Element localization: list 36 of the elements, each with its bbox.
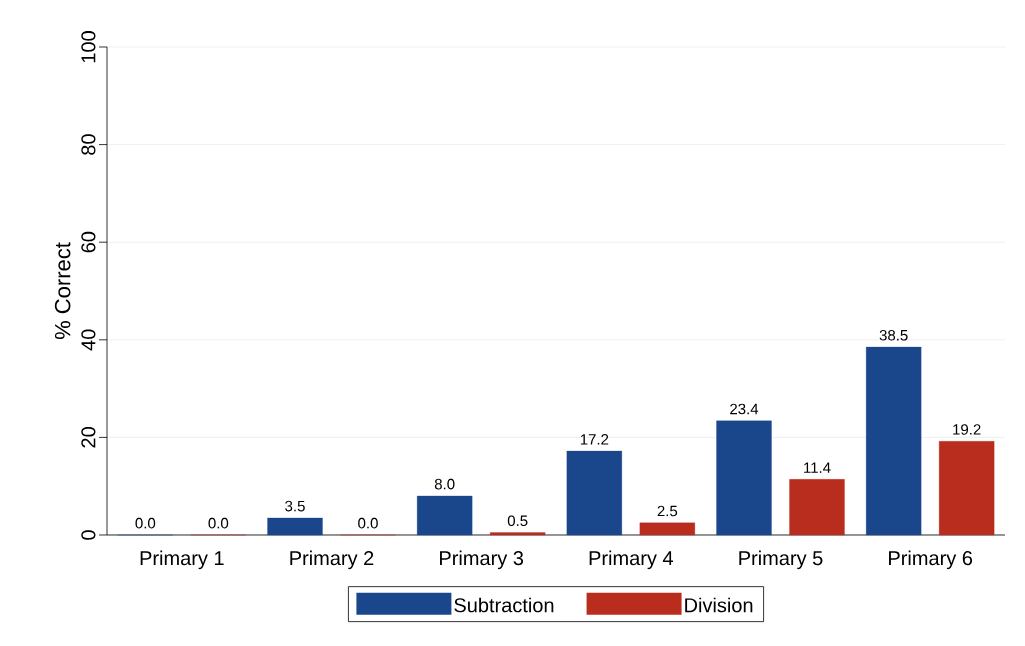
data-label: 3.5 [285, 500, 305, 512]
bar [566, 450, 622, 536]
x-tick-label: Primary 6 [889, 550, 973, 570]
y-tick-label: 20 [81, 427, 96, 448]
bar [490, 532, 546, 536]
data-label: 19.2 [953, 424, 981, 435]
data-label: 0.0 [208, 517, 229, 529]
y-tick-label: 80 [81, 134, 96, 155]
y-axis-title: % Correct [54, 242, 71, 340]
data-label: 2.5 [657, 505, 678, 517]
bar [939, 441, 995, 536]
bar [267, 517, 323, 536]
y-tick-label: 40 [81, 329, 96, 351]
bar [789, 479, 845, 536]
x-tick-label: Primary 3 [440, 550, 524, 570]
bar [417, 495, 473, 536]
x-tick-label: Primary 5 [739, 550, 823, 570]
y-tick-label: 100 [81, 31, 96, 63]
data-label: 23.4 [730, 403, 759, 415]
data-label: 0.0 [135, 517, 156, 529]
x-tick-label: Primary 1 [140, 550, 224, 570]
legend-label: Division [685, 597, 753, 613]
bar [716, 420, 772, 536]
bar [639, 522, 695, 536]
data-label: 8.0 [434, 478, 455, 490]
x-tick-label: Primary 4 [589, 550, 674, 570]
y-tick-label: 60 [81, 231, 96, 253]
data-label: 17.2 [580, 434, 609, 445]
y-tick-label: 0 [81, 530, 96, 540]
data-label: 38.5 [879, 329, 908, 341]
data-label: 0.5 [507, 515, 528, 527]
x-tick-label: Primary 2 [290, 550, 374, 570]
legend-label: Subtraction [454, 597, 554, 613]
bar [866, 346, 922, 536]
data-label: 0.0 [358, 517, 378, 529]
data-label: 11.4 [804, 462, 831, 473]
